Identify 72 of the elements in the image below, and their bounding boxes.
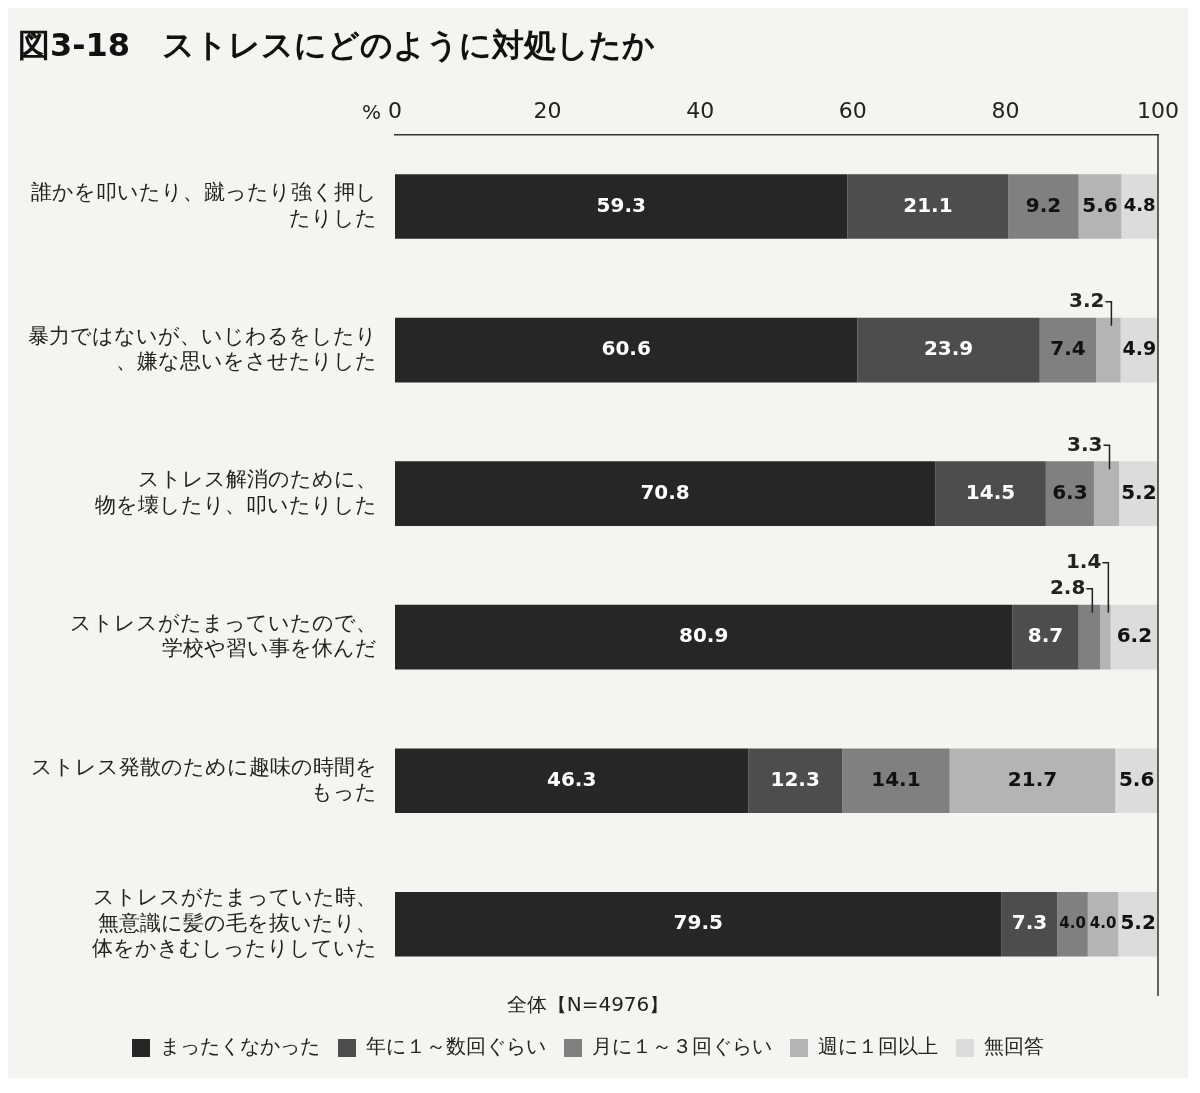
- bar: [842, 748, 950, 813]
- bar: [1057, 891, 1088, 957]
- legend-label: まったくなかった: [160, 1034, 320, 1059]
- bar: [395, 174, 848, 239]
- y-tick-label: ストレス解消のために、物を壊したり、叩いたりした: [95, 467, 377, 517]
- bar: [1078, 604, 1101, 670]
- data-label: 79.5: [673, 910, 723, 935]
- legend-label: 月に１～３回ぐらい: [592, 1034, 772, 1059]
- data-label: 70.8: [640, 479, 690, 504]
- bar: [1012, 604, 1079, 670]
- bar: [1087, 891, 1119, 957]
- data-label: 9.2: [1025, 192, 1062, 217]
- x-tick-label: 60: [838, 98, 867, 124]
- bar: [949, 748, 1116, 813]
- x-tick-label: 100: [1137, 98, 1179, 124]
- bar: [1039, 317, 1097, 383]
- bar: [935, 461, 1046, 526]
- data-label: 5.6: [1082, 192, 1118, 217]
- data-label: 4.0: [1059, 914, 1086, 933]
- y-tick-label: ストレスがたまっていた時、無意識に髪の毛を抜いたり、体をかきむしったりしていた: [92, 885, 377, 960]
- data-label: 80.9: [678, 623, 729, 648]
- data-label: 5.6: [1118, 766, 1155, 791]
- bar: [1096, 317, 1121, 383]
- bar: [1100, 604, 1111, 670]
- data-label: 3.2: [1068, 288, 1105, 313]
- bar: [1008, 174, 1079, 239]
- y-tick-label: ストレス発散のために趣味の時間をもった: [31, 754, 377, 804]
- data-label: 12.3: [770, 766, 820, 791]
- bar: [395, 604, 1013, 670]
- data-label: 21.1: [903, 192, 953, 217]
- bar: [857, 317, 1040, 383]
- data-label: 60.6: [601, 336, 651, 361]
- data-label: 46.3: [546, 766, 597, 791]
- x-axis-title: %: [361, 99, 381, 124]
- bar: [748, 748, 843, 813]
- bar: [847, 174, 1009, 239]
- bar: [395, 461, 936, 526]
- bar: [1093, 461, 1120, 526]
- bar: [395, 317, 858, 383]
- bar: [1001, 891, 1058, 957]
- legend-label: 年に１～数回ぐらい: [366, 1034, 546, 1059]
- data-label: 5.2: [1121, 479, 1157, 504]
- data-label: 14.5: [965, 479, 1016, 504]
- x-tick-label: 20: [533, 98, 562, 124]
- bar: [395, 748, 749, 813]
- x-tick-label: 0: [388, 98, 402, 124]
- x-tick-label: 80: [991, 98, 1020, 124]
- x-tick-label: 40: [686, 98, 715, 124]
- data-label: 5.2: [1120, 910, 1156, 935]
- data-label: 2.8: [1049, 575, 1086, 600]
- legend-label: 週に１回以上: [818, 1034, 938, 1059]
- data-label: 8.7: [1027, 623, 1064, 648]
- data-label: 59.3: [596, 192, 646, 217]
- data-label: 6.2: [1116, 623, 1153, 648]
- data-label: 4.9: [1122, 337, 1157, 360]
- data-label: 7.4: [1050, 336, 1086, 361]
- data-label: 3.3: [1067, 431, 1103, 456]
- data-label: 4.0: [1089, 914, 1117, 933]
- data-label: 1.4: [1065, 549, 1102, 574]
- bar: [395, 891, 1002, 957]
- chart-title: 図3-18 ストレスにどのように対処したか: [18, 25, 656, 64]
- data-label: 14.1: [871, 766, 921, 791]
- legend-label: 無回答: [984, 1034, 1044, 1059]
- data-label: 6.3: [1052, 479, 1088, 504]
- data-label: 4.8: [1123, 194, 1156, 216]
- y-tick-label: ストレスがたまっていたので、学校や習い事を休んだ: [70, 611, 377, 661]
- y-tick-label: 誰かを叩いたり、蹴ったり強く押したりした: [31, 180, 377, 230]
- data-label: 7.3: [1011, 910, 1048, 935]
- y-tick-label: 暴力ではないが、いじわるをしたり、嫌な思いをさせたりした: [28, 323, 377, 374]
- data-label: 21.7: [1007, 766, 1058, 791]
- bar: [1045, 461, 1094, 526]
- data-label: 23.9: [923, 336, 974, 361]
